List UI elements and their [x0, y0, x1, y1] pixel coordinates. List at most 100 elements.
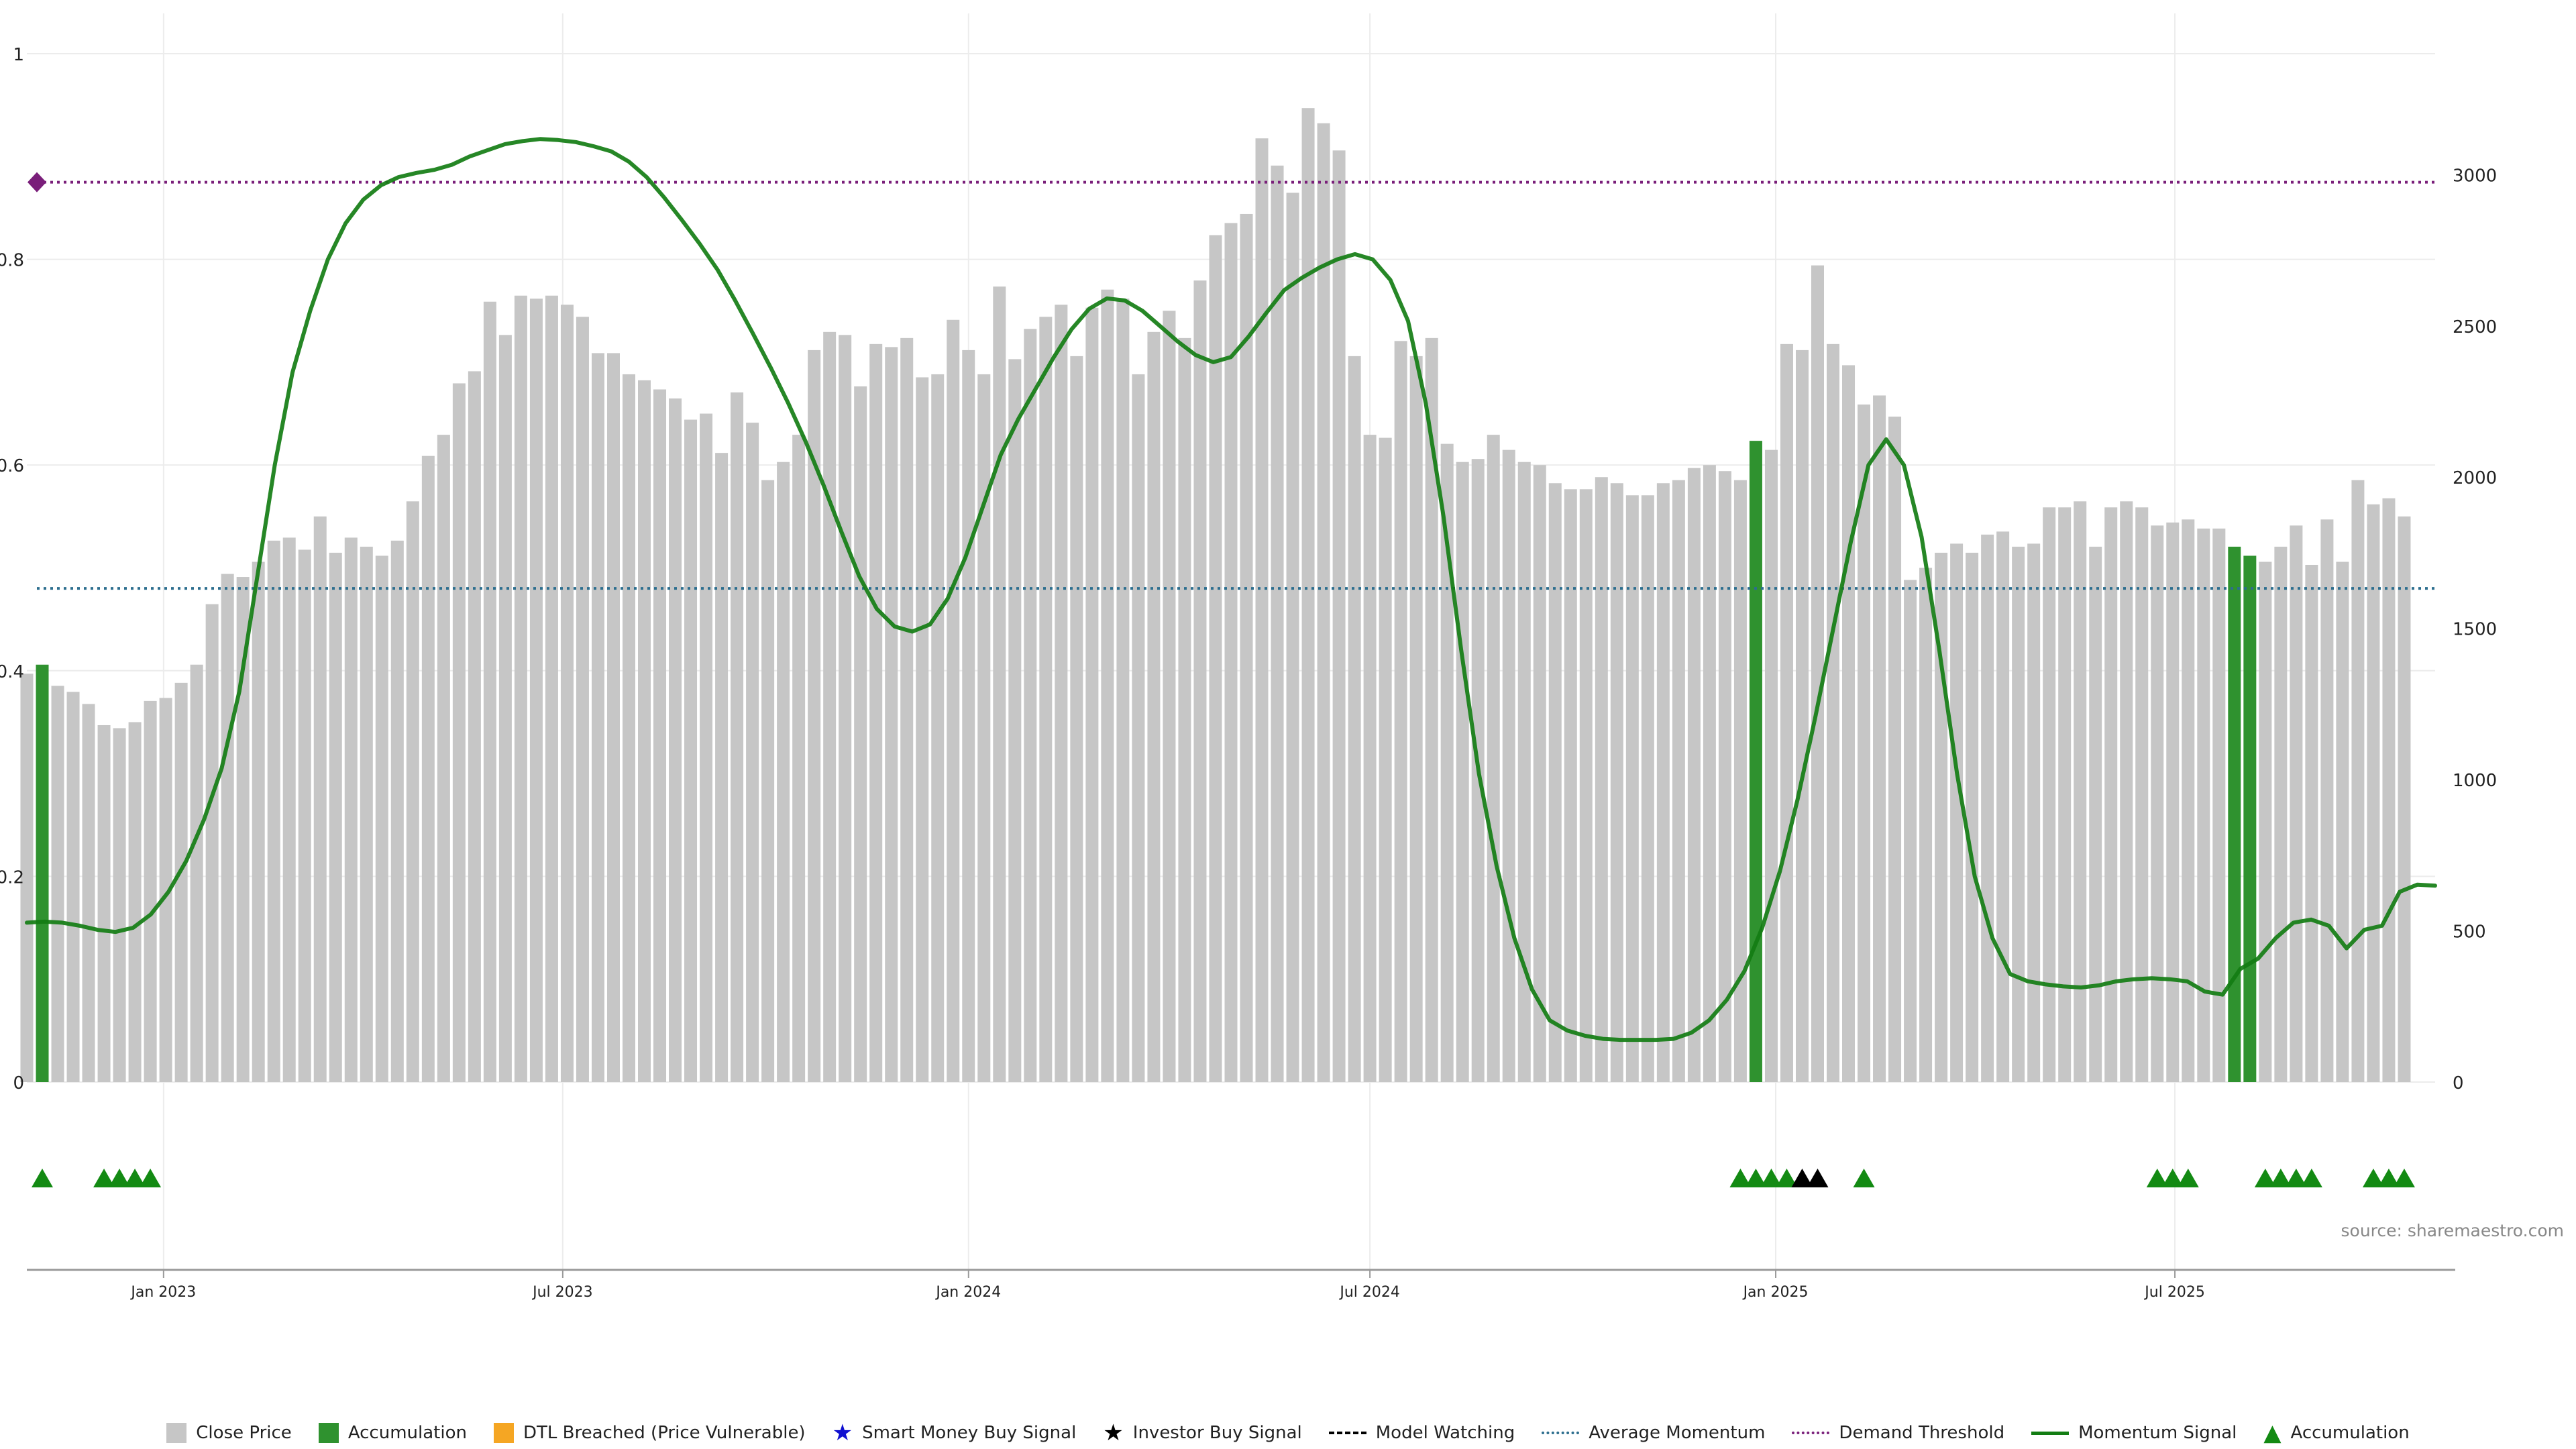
bar-close-price: [900, 337, 914, 1083]
bar-close-price: [390, 540, 404, 1082]
bar-close-price: [1919, 568, 1933, 1082]
bar-close-price: [1440, 443, 1454, 1082]
bar-close-price: [1502, 449, 1515, 1082]
accumulation-marker: [2393, 1169, 2415, 1187]
legend-item-average-momentum: Average Momentum: [1542, 1423, 1765, 1443]
bar-close-price: [1286, 193, 1299, 1082]
bar-close-price: [483, 301, 496, 1083]
bar-close-price: [113, 728, 126, 1082]
left-axis-tick-label: 1: [13, 45, 24, 65]
bar-close-price: [1610, 483, 1623, 1082]
bar-close-price: [1656, 483, 1670, 1082]
bar-close-price: [221, 574, 234, 1082]
legend-line-model-watching: [1328, 1432, 1366, 1434]
bar-close-price: [638, 380, 651, 1083]
bar-accumulation: [1749, 441, 1762, 1082]
bar-close-price: [1904, 580, 1917, 1082]
accumulation-marker: [140, 1169, 162, 1187]
accumulation-marker: [2300, 1169, 2322, 1187]
right-axis-tick-label: 0: [2453, 1073, 2464, 1093]
accumulation-marker: [2146, 1169, 2168, 1187]
bar-close-price: [854, 386, 867, 1082]
right-axis-tick-label: 500: [2453, 922, 2486, 943]
bar-close-price: [452, 383, 466, 1082]
bar-close-price: [1888, 417, 1902, 1082]
bar-close-price: [468, 371, 481, 1082]
bar-close-price: [360, 546, 373, 1082]
bar-close-price: [2027, 543, 2041, 1082]
bar-close-price: [1873, 395, 1886, 1082]
bar-close-price: [1827, 343, 1839, 1082]
bar-close-price: [1132, 374, 1145, 1082]
bar-close-price: [576, 317, 589, 1083]
bar-close-price: [329, 552, 342, 1082]
bar-close-price: [1209, 235, 1222, 1082]
bar-close-price: [1039, 317, 1053, 1083]
legend-item-accumulation-bar: Accumulation: [318, 1423, 467, 1443]
bar-close-price: [2012, 546, 2025, 1082]
bar-close-price: [1672, 480, 1685, 1082]
legend-item-accumulation-marker: ▲ Accumulation: [2263, 1421, 2409, 1444]
accumulation-marker: [124, 1169, 146, 1187]
bar-close-price: [437, 435, 450, 1082]
price-bars: [20, 108, 2411, 1083]
bar-close-price: [931, 374, 945, 1082]
bar-close-price: [1811, 265, 1824, 1082]
bar-close-price: [82, 704, 95, 1082]
bar-close-price: [545, 295, 558, 1083]
accumulation-marker: [32, 1169, 54, 1187]
legend-item-model-watching: Model Watching: [1328, 1423, 1515, 1443]
x-axis-tick-label: Jul 2024: [1338, 1284, 1400, 1301]
bar-accumulation: [2243, 555, 2257, 1082]
accumulation-marker: [109, 1169, 131, 1187]
source-note: source: sharemaestro.com: [2341, 1221, 2565, 1240]
bar-accumulation: [2228, 546, 2241, 1082]
legend-label-model-watching: Model Watching: [1375, 1423, 1515, 1443]
bar-close-price: [1163, 311, 1176, 1082]
bar-close-price: [1363, 435, 1377, 1082]
investor-buy-marker: [1791, 1169, 1813, 1187]
right-axis-tick-label: 1000: [2453, 771, 2497, 791]
bar-close-price: [2043, 507, 2056, 1082]
bar-close-price: [2367, 504, 2380, 1082]
bar-close-price: [1733, 480, 1747, 1082]
legend-swatch-accumulation: [318, 1423, 339, 1443]
bar-close-price: [66, 692, 80, 1082]
bar-close-price: [1147, 331, 1161, 1082]
bar-close-price: [1101, 289, 1114, 1082]
bar-close-price: [1379, 437, 1392, 1082]
bar-close-price: [623, 374, 635, 1082]
bar-close-price: [1271, 165, 1284, 1083]
bar-close-price: [1966, 552, 1979, 1082]
bar-close-price: [1394, 341, 1407, 1082]
legend-label-demand-threshold: Demand Threshold: [1839, 1423, 2005, 1443]
bar-accumulation: [36, 664, 49, 1082]
bar-close-price: [421, 455, 435, 1082]
bar-close-price: [653, 389, 667, 1082]
bar-close-price: [252, 561, 265, 1082]
bar-close-price: [190, 664, 203, 1082]
x-axis-tick-label: Jan 2023: [129, 1284, 196, 1301]
x-axis-tick-label: Jan 2024: [934, 1284, 1001, 1301]
bar-close-price: [1795, 350, 1809, 1082]
bar-close-price: [2336, 561, 2349, 1082]
bar-close-price: [1842, 365, 1856, 1082]
accumulation-marker: [2377, 1169, 2400, 1187]
left-axis-tick-label: 0.4: [0, 662, 24, 682]
bar-close-price: [1116, 299, 1130, 1082]
bar-close-price: [869, 343, 883, 1082]
legend-line-average-momentum: [1542, 1432, 1580, 1434]
bar-close-price: [1193, 280, 1207, 1083]
bar-close-price: [2305, 564, 2318, 1082]
bar-close-price: [313, 516, 327, 1082]
bar-close-price: [514, 295, 527, 1083]
bar-close-price: [1858, 405, 1871, 1082]
accumulation-marker: [1745, 1169, 1767, 1187]
bar-close-price: [1517, 462, 1531, 1082]
bar-close-price: [1456, 462, 1469, 1082]
bar-close-price: [885, 347, 898, 1082]
bar-close-price: [1487, 435, 1500, 1082]
bar-close-price: [1981, 534, 1994, 1082]
bar-close-price: [2351, 480, 2365, 1082]
legend-line-momentum-signal: [2031, 1431, 2070, 1435]
